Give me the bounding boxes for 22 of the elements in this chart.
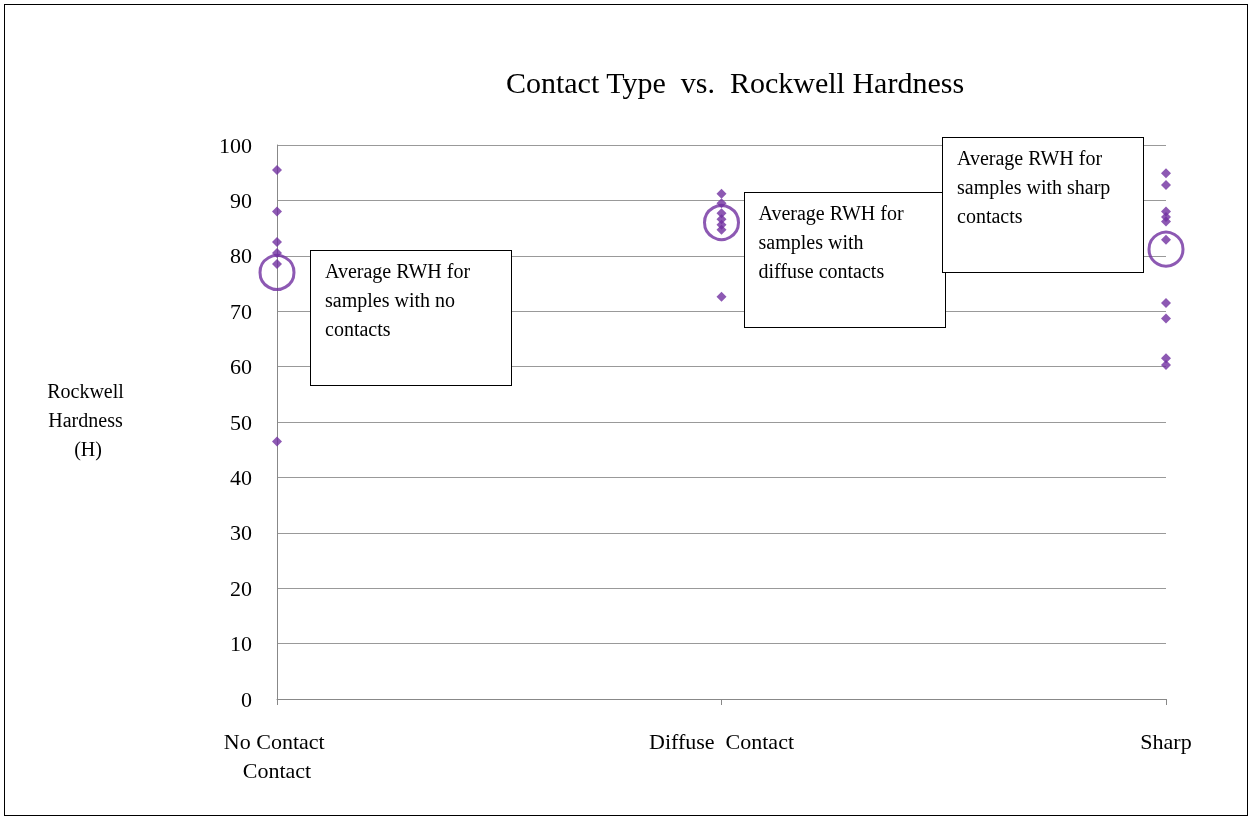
x-tick-label: No Contact Contact xyxy=(223,729,331,783)
annotation: Average RWH for samples with no contacts xyxy=(325,259,472,342)
y-tick-label: 60 xyxy=(230,354,252,380)
y-tick-label: 40 xyxy=(230,464,252,490)
annotation: Average RWH for samples with sharp contacts xyxy=(957,146,1112,229)
annotation: Average RWH for samples with diffuse contacts xyxy=(758,201,905,284)
y-tick-label: 70 xyxy=(230,298,252,324)
x-tick-label: Sharp xyxy=(1140,729,1192,754)
note-box: Average RWH for samples with no contacts xyxy=(310,250,512,386)
note-box: Average RWH for samples with diffuse contacts xyxy=(743,192,946,328)
y-tick-label: 80 xyxy=(230,243,252,269)
y-tick-label: 20 xyxy=(230,575,252,601)
note-box: Average RWH for samples with sharp contacts xyxy=(942,137,1144,273)
y-tick-label: 90 xyxy=(230,187,252,213)
chart-title: Contact Type vs. Rockwell Hardness xyxy=(505,65,965,99)
y-tick-label: 30 xyxy=(230,520,252,546)
y-tick-label: 100 xyxy=(219,132,252,158)
y-axis-title: Rockwell Hardness (H) xyxy=(47,379,129,461)
y-tick-label: 0 xyxy=(241,686,252,712)
x-tick-label: Diffuse Contact xyxy=(648,729,795,754)
y-tick-label: 10 xyxy=(230,631,252,657)
y-tick-label: 50 xyxy=(230,409,252,435)
